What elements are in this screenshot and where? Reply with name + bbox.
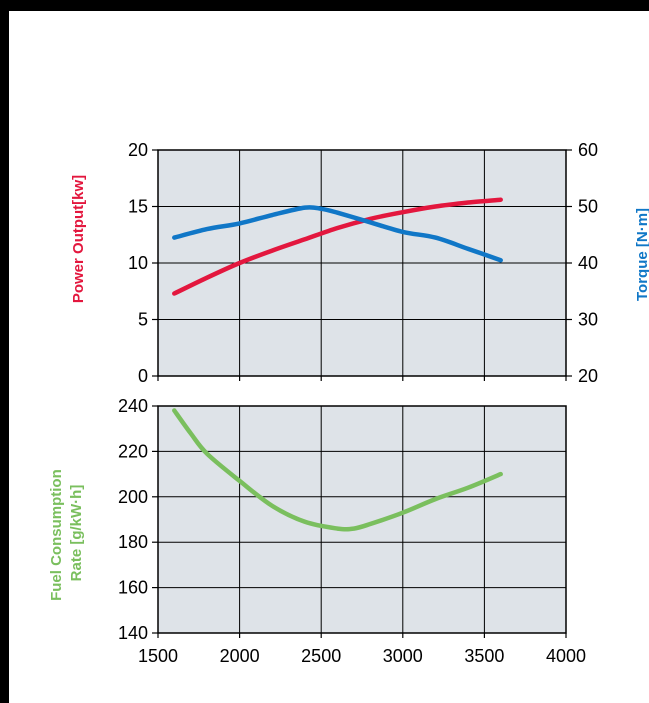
x-tick-label-1500: 1500 xyxy=(138,646,178,666)
x-tick-label-2000: 2000 xyxy=(220,646,260,666)
y-axis-title-torque: Torque [N·m] xyxy=(634,208,649,301)
y-tick-label-bottom-200: 200 xyxy=(118,487,148,507)
plot-area-bottom xyxy=(158,406,566,633)
y-tick-label-top-15: 15 xyxy=(128,197,148,217)
y2-tick-label-40: 40 xyxy=(578,253,598,273)
series-line-bottom-0 xyxy=(172,408,503,532)
data-series xyxy=(172,197,503,532)
y-axis-title-power: Power Output[kw] xyxy=(70,175,87,303)
y2-tick-label-50: 50 xyxy=(578,197,598,217)
y-axis-title-fuel-line-2: Rate [g/kW·h] xyxy=(68,485,85,582)
y2-tick-label-60: 60 xyxy=(578,140,598,160)
y-tick-label-top-5: 5 xyxy=(138,310,148,330)
chart-svg: 0 5 10 15 20 20 30 40 50 60 140 160 180 200 220 240 1500… xyxy=(48,140,649,666)
x-tick-label-4000: 4000 xyxy=(546,646,586,666)
y-tick-label-bottom-180: 180 xyxy=(118,532,148,552)
y-tick-label-top-0: 0 xyxy=(138,366,148,386)
y-tick-label-top-20: 20 xyxy=(128,140,148,160)
y-tick-label-bottom-160: 160 xyxy=(118,578,148,598)
x-tick-label-2500: 2500 xyxy=(301,646,341,666)
y2-tick-label-30: 30 xyxy=(578,310,598,330)
x-tick-label-3500: 3500 xyxy=(464,646,504,666)
y-axis-title-fuel-line-1: Fuel Consumption xyxy=(48,469,65,601)
plot-frame-bottom xyxy=(157,405,567,634)
y-tick-label-bottom-140: 140 xyxy=(118,623,148,643)
y2-tick-label-20: 20 xyxy=(578,366,598,386)
y-axis-title-fuel: Fuel Consumption Rate [g/kW·h] xyxy=(48,465,85,601)
series-line-top-1 xyxy=(172,204,503,263)
x-tick-label-3000: 3000 xyxy=(383,646,423,666)
y-tick-label-bottom-220: 220 xyxy=(118,441,148,461)
series-line-top-0 xyxy=(172,197,503,296)
y-tick-label-bottom-240: 240 xyxy=(118,396,148,416)
figure: 0 5 10 15 20 20 30 40 50 60 140 160 180 200 220 240 1500… xyxy=(9,11,649,703)
y-tick-label-top-10: 10 xyxy=(128,253,148,273)
tick-labels: 0 5 10 15 20 20 30 40 50 60 140 160 180 200 220 240 1500… xyxy=(118,140,598,666)
